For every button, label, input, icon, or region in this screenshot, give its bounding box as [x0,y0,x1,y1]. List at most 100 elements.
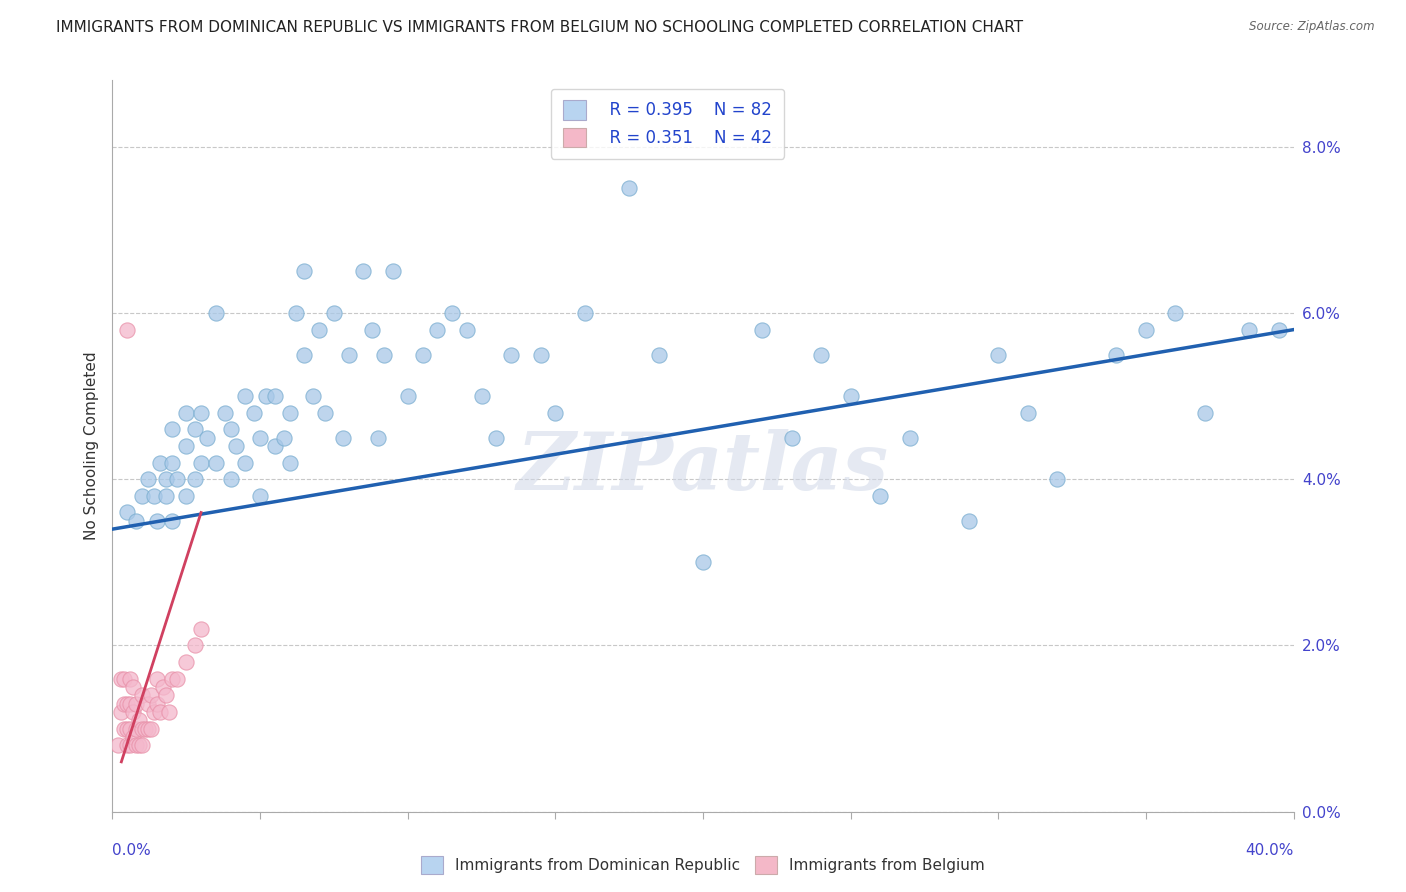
Point [373,347,395,362]
Point [122,730,145,744]
Point [160,422,183,436]
Point [146,672,169,686]
Point [225,439,247,453]
Point [1105,347,1128,362]
Point [117,738,138,752]
Point [456,323,478,337]
Point [190,406,212,420]
Point [264,439,287,453]
Point [292,347,315,362]
Point [219,472,242,486]
Point [233,389,256,403]
Point [382,264,405,278]
Point [152,680,174,694]
Point [125,697,148,711]
Point [139,722,162,736]
Point [485,431,508,445]
Point [314,406,336,420]
Point [233,456,256,470]
Point [117,722,138,736]
Point [112,697,135,711]
Point [1194,406,1216,420]
Point [160,456,183,470]
Point [243,406,266,420]
Point [692,555,714,569]
Point [470,389,494,403]
Point [214,406,236,420]
Point [810,347,832,362]
Point [284,306,307,320]
Text: 0.0%: 0.0% [112,843,152,858]
Point [174,655,197,669]
Text: ZIPatlas: ZIPatlas [517,429,889,507]
Point [619,181,641,195]
Point [174,489,197,503]
Point [898,431,921,445]
Point [254,389,277,403]
Point [1017,406,1039,420]
Point [122,705,145,719]
Point [128,738,150,752]
Point [112,672,135,686]
Point [544,406,567,420]
Legend:   R = 0.395    N = 82,   R = 0.351    N = 42: R = 0.395 N = 82, R = 0.351 N = 42 [551,88,785,159]
Point [1164,306,1187,320]
Point [292,264,315,278]
Point [249,489,271,503]
Point [166,672,188,686]
Point [157,705,180,719]
Point [361,323,384,337]
Point [174,406,197,420]
Text: Source: ZipAtlas.com: Source: ZipAtlas.com [1250,20,1375,33]
Point [249,431,271,445]
Point [120,672,142,686]
Point [107,738,129,752]
Point [122,680,145,694]
Point [190,456,212,470]
Text: 40.0%: 40.0% [1246,843,1294,858]
Point [131,689,153,703]
Point [142,705,165,719]
Point [131,738,153,752]
Point [219,422,242,436]
Point [131,489,153,503]
Point [166,472,188,486]
Legend: Immigrants from Dominican Republic, Immigrants from Belgium: Immigrants from Dominican Republic, Immi… [411,846,995,884]
Text: IMMIGRANTS FROM DOMINICAN REPUBLIC VS IMMIGRANTS FROM BELGIUM NO SCHOOLING COMPL: IMMIGRANTS FROM DOMINICAN REPUBLIC VS IM… [56,20,1024,35]
Point [117,697,138,711]
Point [574,306,596,320]
Point [112,722,135,736]
Point [155,472,177,486]
Point [110,672,132,686]
Point [149,705,172,719]
Point [155,689,177,703]
Point [647,347,671,362]
Point [134,722,156,736]
Point [278,456,301,470]
Point [146,697,169,711]
Point [160,672,183,686]
Point [136,697,159,711]
Point [302,389,325,403]
Point [205,456,228,470]
Point [352,264,374,278]
Point [184,639,207,653]
Point [110,705,132,719]
Point [411,347,433,362]
Point [323,306,346,320]
Point [155,489,177,503]
Point [139,689,162,703]
Point [396,389,419,403]
Point [264,389,287,403]
Point [957,514,980,528]
Point [125,514,148,528]
Point [273,431,295,445]
Point [146,514,169,528]
Point [426,323,449,337]
Point [205,306,228,320]
Point [1046,472,1069,486]
Point [136,722,159,736]
Point [120,697,142,711]
Point [160,514,183,528]
Point [195,431,218,445]
